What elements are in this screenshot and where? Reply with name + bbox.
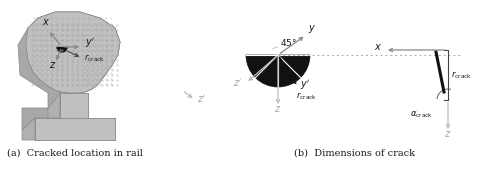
Polygon shape [48, 93, 60, 118]
Text: $z'$: $z'$ [232, 77, 242, 89]
Text: (a)  Cracked location in rail: (a) Cracked location in rail [7, 149, 143, 158]
Polygon shape [60, 93, 88, 118]
Text: $y'$: $y'$ [85, 36, 96, 50]
Polygon shape [22, 118, 35, 140]
Polygon shape [60, 93, 88, 118]
Text: $z$: $z$ [444, 129, 452, 139]
Text: $x$: $x$ [374, 42, 382, 52]
Polygon shape [35, 118, 115, 140]
Text: $r_\mathrm{crack}$: $r_\mathrm{crack}$ [84, 53, 106, 64]
Text: $45°$: $45°$ [280, 37, 297, 48]
Text: $z$: $z$ [274, 104, 281, 114]
Polygon shape [18, 28, 62, 140]
Polygon shape [26, 12, 120, 93]
Text: $r_\mathrm{crack}$: $r_\mathrm{crack}$ [451, 69, 472, 81]
Wedge shape [56, 47, 68, 52]
Text: $x$: $x$ [42, 17, 50, 27]
Text: (b)  Dimensions of crack: (b) Dimensions of crack [294, 149, 416, 158]
Text: $z'$: $z'$ [197, 93, 206, 105]
Text: $y$: $y$ [308, 23, 316, 35]
Wedge shape [246, 55, 310, 87]
Text: $y'$: $y'$ [300, 78, 310, 92]
Polygon shape [26, 12, 120, 93]
Text: $\alpha_\mathrm{crack}$: $\alpha_\mathrm{crack}$ [410, 109, 434, 119]
Polygon shape [35, 118, 115, 140]
Text: $r_\mathrm{crack}$: $r_\mathrm{crack}$ [296, 90, 318, 102]
Text: $z$: $z$ [50, 60, 56, 70]
